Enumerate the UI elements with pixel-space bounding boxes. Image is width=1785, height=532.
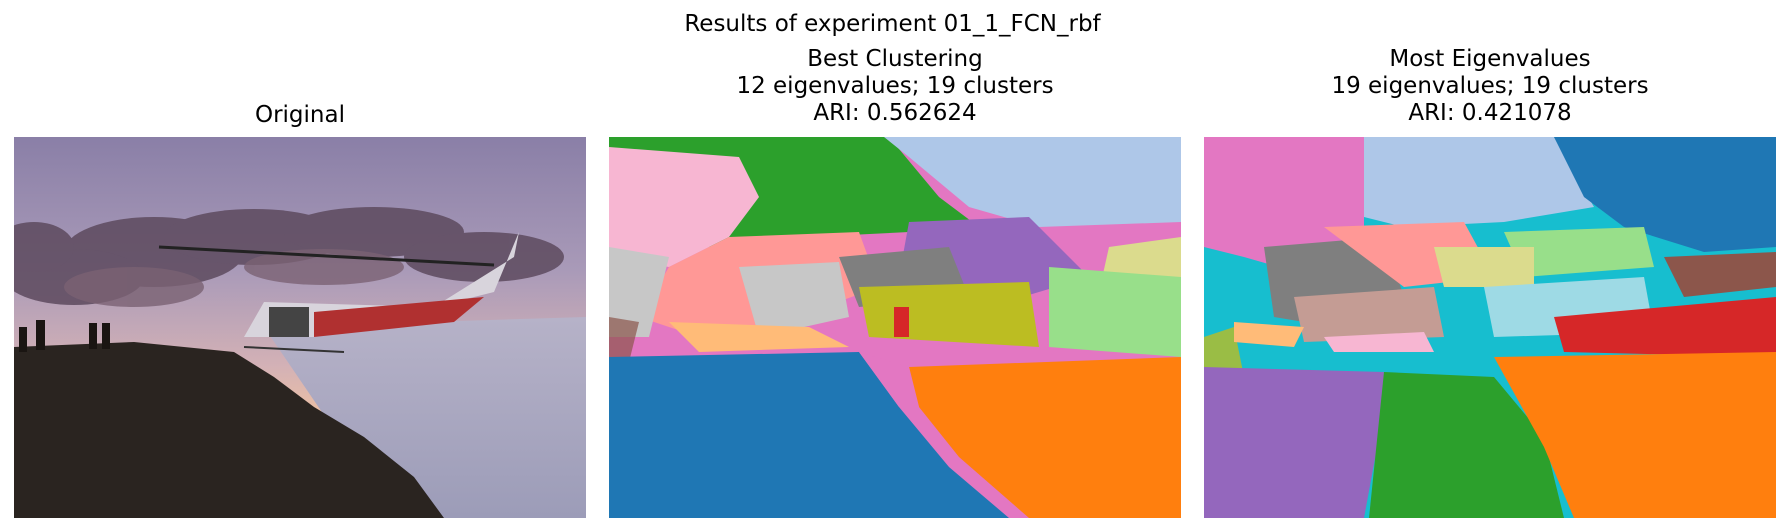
panel-title: Most Eigenvalues 19 eigenvalues; 19 clus… xyxy=(1204,46,1776,127)
panel-title-line: Most Eigenvalues xyxy=(1389,46,1591,72)
panel-title: Original xyxy=(14,102,586,129)
panel-title-line: Best Clustering xyxy=(807,46,983,72)
figure-suptitle: Results of experiment 01_1_FCN_rbf xyxy=(684,11,1101,37)
most-eigenvalues-segmentation xyxy=(1204,137,1776,518)
panel-title-line: Original xyxy=(254,102,345,128)
panel-title: Best Clustering 12 eigenvalues; 19 clust… xyxy=(609,46,1181,127)
original-image xyxy=(14,137,586,518)
panel-title-line: 19 eigenvalues; 19 clusters xyxy=(1331,73,1649,99)
panel-title-line: ARI: 0.562624 xyxy=(813,100,977,126)
panel-title-line: ARI: 0.421078 xyxy=(1408,100,1572,126)
panel-title-line: 12 eigenvalues; 19 clusters xyxy=(736,73,1054,99)
best-clustering-segmentation xyxy=(609,137,1181,518)
